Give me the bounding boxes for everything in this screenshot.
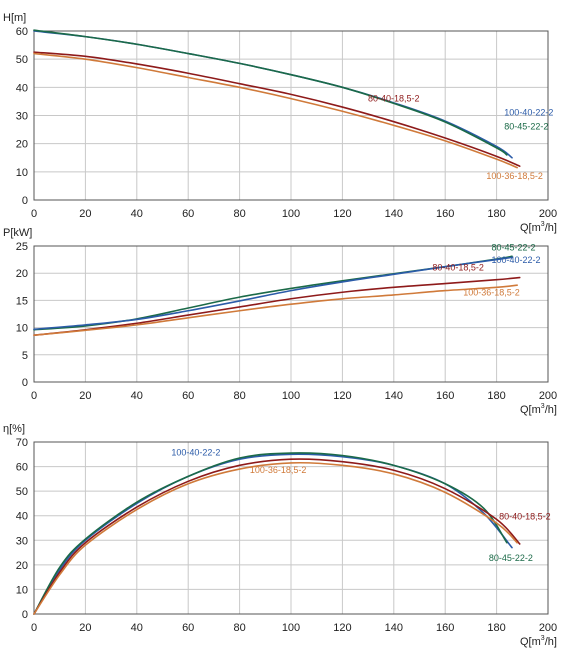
series-line-80-40-18,5-2 <box>33 51 521 167</box>
y-tick-label: 60 <box>16 26 28 38</box>
x-tick-label: 200 <box>539 622 557 634</box>
series-line-80-45-22-2 <box>33 29 508 156</box>
x-tick-label: 140 <box>385 622 403 634</box>
x-tick-label: 160 <box>436 208 454 220</box>
y-tick-label: 30 <box>16 535 28 547</box>
plot-frame <box>33 245 549 383</box>
x-tick-label: 40 <box>131 622 143 634</box>
x-tick-label: 60 <box>182 622 194 634</box>
y-axis-label: H[m] <box>3 12 26 24</box>
y-tick-label: 10 <box>16 584 28 596</box>
series-label: 100-40-22-2 <box>491 255 540 265</box>
y-tick-label: 70 <box>16 437 28 449</box>
y-tick-label: 40 <box>16 82 28 94</box>
chart-panel-2: 0 20 40 60 80 100 120 140 160 180 200 0 10 20 30 40 50 60… <box>3 423 557 648</box>
x-tick-label: 20 <box>79 390 91 402</box>
x-tick-label: 0 <box>31 390 37 402</box>
x-tick-label: 140 <box>385 208 403 220</box>
x-tick-label: 100 <box>282 390 300 402</box>
series-label: 100-36-18,5-2 <box>463 288 520 298</box>
y-tick-label: 10 <box>16 323 28 335</box>
x-tick-label: 80 <box>233 622 245 634</box>
series-line-100-40-22-2 <box>33 256 513 331</box>
x-tick-label: 80 <box>233 390 245 402</box>
x-tick-label: 180 <box>487 208 505 220</box>
x-axis-label: Q[m3/h] <box>520 221 557 234</box>
x-tick-label: 0 <box>31 622 37 634</box>
series-label: 100-40-22-2 <box>504 108 553 118</box>
x-tick-label: 100 <box>282 208 300 220</box>
series-line-80-45-22-2 <box>33 452 508 615</box>
x-tick-label: 40 <box>131 208 143 220</box>
y-tick-label: 25 <box>16 241 28 253</box>
series-label: 80-45-22-2 <box>489 553 533 563</box>
series-line-100-40-22-2 <box>33 453 513 615</box>
x-tick-label: 40 <box>131 390 143 402</box>
x-tick-label: 80 <box>233 208 245 220</box>
x-tick-label: 20 <box>79 622 91 634</box>
y-tick-label: 0 <box>22 195 28 207</box>
y-tick-label: 5 <box>22 350 28 362</box>
chart-panel-1: 0 20 40 60 80 100 120 140 160 180 200 0 5 10 15 20 25 P[k… <box>3 227 557 416</box>
x-axis-label: Q[m3/h] <box>520 635 557 648</box>
y-tick-label: 0 <box>22 377 28 389</box>
y-tick-label: 15 <box>16 295 28 307</box>
y-tick-label: 20 <box>16 560 28 572</box>
x-tick-label: 120 <box>333 390 351 402</box>
x-tick-label: 180 <box>487 390 505 402</box>
series-label: 100-36-18,5-2 <box>250 465 307 475</box>
series-label: 80-45-22-2 <box>504 122 548 132</box>
x-tick-label: 200 <box>539 390 557 402</box>
series-label: 80-40-18,5-2 <box>368 93 420 103</box>
y-tick-label: 50 <box>16 54 28 66</box>
x-tick-label: 60 <box>182 390 194 402</box>
y-tick-label: 60 <box>16 462 28 474</box>
y-tick-label: 20 <box>16 139 28 151</box>
y-tick-label: 40 <box>16 511 28 523</box>
x-tick-label: 120 <box>333 622 351 634</box>
series-line-80-40-18,5-2 <box>33 458 521 615</box>
x-tick-label: 0 <box>31 208 37 220</box>
series-line-100-36-18,5-2 <box>33 52 518 169</box>
x-tick-label: 140 <box>385 390 403 402</box>
series-label: 80-45-22-2 <box>491 242 535 252</box>
series-line-100-36-18,5-2 <box>33 284 518 337</box>
x-tick-label: 120 <box>333 208 351 220</box>
y-tick-label: 20 <box>16 268 28 280</box>
y-tick-label: 50 <box>16 486 28 498</box>
x-tick-label: 180 <box>487 622 505 634</box>
x-axis-label: Q[m3/h] <box>520 403 557 416</box>
y-tick-label: 0 <box>22 609 28 621</box>
y-tick-label: 10 <box>16 167 28 179</box>
series-label: 100-36-18,5-2 <box>486 171 543 181</box>
series-line-80-40-18,5-2 <box>33 276 521 337</box>
series-label: 80-40-18,5-2 <box>432 262 484 272</box>
plot-frame <box>33 441 549 615</box>
chart-panel-0: 0 20 40 60 80 100 120 140 160 180 200 0 10 20 30 40 50 60… <box>3 12 557 234</box>
x-tick-label: 160 <box>436 390 454 402</box>
x-tick-label: 160 <box>436 622 454 634</box>
x-tick-label: 200 <box>539 208 557 220</box>
y-axis-label: P[kW] <box>3 227 32 239</box>
y-axis-label: η[%] <box>3 423 25 435</box>
plot-frame <box>33 30 549 201</box>
x-tick-label: 60 <box>182 208 194 220</box>
x-tick-label: 20 <box>79 208 91 220</box>
series-line-100-36-18,5-2 <box>33 461 518 615</box>
series-label: 100-40-22-2 <box>171 448 220 458</box>
x-tick-label: 100 <box>282 622 300 634</box>
series-label: 80-40-18,5-2 <box>499 511 551 521</box>
y-tick-label: 30 <box>16 111 28 123</box>
